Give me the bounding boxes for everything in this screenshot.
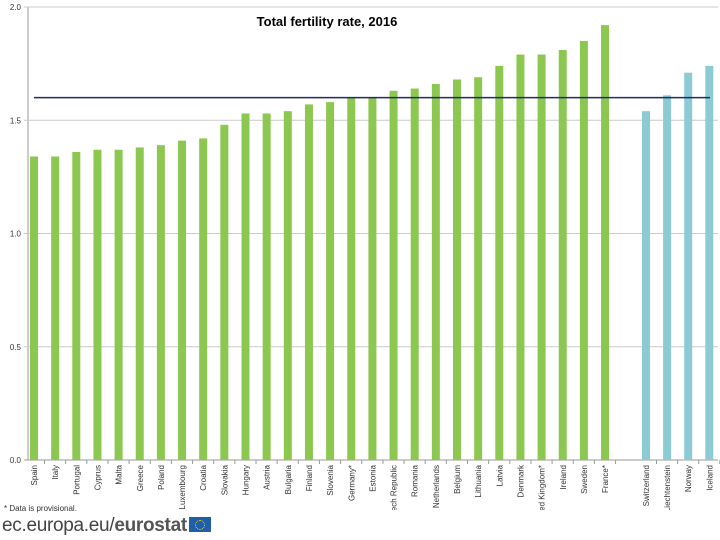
- x-tick-label: Netherlands: [432, 465, 441, 508]
- bar: [178, 140, 187, 460]
- y-tick-label: 0.5: [10, 343, 22, 352]
- x-tick-label: Ireland: [559, 465, 568, 489]
- bar: [516, 54, 525, 460]
- x-tick-label: Malta: [115, 464, 124, 484]
- x-tick-label: Croatia: [199, 464, 208, 490]
- bar: [453, 79, 461, 460]
- bar: [684, 72, 693, 460]
- bar: [220, 124, 229, 460]
- x-tick-label: Norway: [684, 465, 693, 492]
- x-tick-label: Hungary: [242, 465, 251, 495]
- bar: [347, 97, 356, 460]
- bar: [579, 40, 588, 460]
- bar: [431, 84, 440, 460]
- y-tick-label: 1.5: [10, 116, 22, 125]
- bar: [72, 151, 81, 460]
- eu-flag-icon: [188, 517, 211, 532]
- x-tick-label: Cyprus: [93, 465, 102, 490]
- x-tick-label: Estonia: [368, 464, 377, 491]
- logo-brand: eurostat: [114, 515, 187, 536]
- bar: [663, 95, 672, 461]
- y-tick-label: 0.0: [10, 456, 22, 465]
- bar: [537, 54, 546, 460]
- bar: [51, 156, 60, 461]
- x-tick-label: Latvia: [495, 464, 504, 486]
- bar: [389, 90, 398, 461]
- bar: [642, 111, 650, 460]
- x-tick-label: Austria: [263, 464, 272, 489]
- x-tick-label: Italy: [51, 465, 60, 480]
- footnote: * Data is provisional.: [4, 504, 77, 513]
- x-tick-label: Germany*: [347, 465, 356, 501]
- bar: [601, 25, 610, 461]
- bar: [199, 138, 208, 460]
- x-tick-label: Denmark: [516, 464, 525, 497]
- y-tick-label: 1.0: [10, 230, 22, 239]
- x-tick-label: Slovenia: [326, 464, 335, 495]
- x-tick-label: Sweden: [580, 465, 589, 494]
- bar: [156, 145, 165, 461]
- x-tick-label: Czech Republic: [390, 465, 399, 510]
- bar: [304, 104, 313, 461]
- bar: [30, 156, 38, 461]
- x-tick-label: Switzerland: [642, 465, 651, 506]
- bar: [410, 88, 419, 460]
- x-tick-label: Portugal: [72, 465, 81, 495]
- x-tick-label: Lithuania: [474, 464, 483, 497]
- bar: [135, 147, 144, 460]
- bar: [93, 149, 102, 460]
- x-tick-label: Greece: [136, 464, 145, 491]
- x-tick-label: Spain: [30, 465, 39, 485]
- bar-chart: 0.0 0.5 1.0 1.5 2.0 Total fertility rate, 201…: [10, 3, 720, 510]
- chart-title: Total fertility rate, 2016: [257, 14, 398, 29]
- bar: [283, 111, 292, 460]
- x-tick-label: Bulgaria: [284, 464, 293, 494]
- x-tick-label: France*: [601, 465, 610, 493]
- x-tick-label: United Kingdom*: [538, 465, 547, 510]
- bar: [114, 149, 123, 460]
- x-tick-label: Poland: [157, 465, 166, 490]
- x-tick-label: Iceland: [705, 465, 714, 491]
- x-tick-label: Slovakia: [220, 464, 229, 495]
- bar: [558, 50, 567, 460]
- x-tick-label: Belgium: [453, 465, 462, 494]
- bar: [368, 97, 377, 460]
- y-tick-label: 2.0: [10, 3, 22, 12]
- x-tick-label: Liechtenstein: [663, 465, 672, 510]
- bar: [705, 65, 714, 460]
- eurostat-logo: ec.europa.eu/eurostat: [2, 515, 211, 537]
- bar: [474, 77, 483, 460]
- x-tick-label: Finland: [305, 465, 314, 491]
- x-tick-label: Luxembourg: [178, 465, 187, 509]
- x-tick-label: Romania: [411, 464, 420, 497]
- logo-prefix: ec.europa.eu/: [2, 515, 115, 536]
- bar: [495, 65, 504, 460]
- bar: [241, 113, 250, 460]
- bar: [262, 113, 271, 460]
- bar: [326, 102, 335, 460]
